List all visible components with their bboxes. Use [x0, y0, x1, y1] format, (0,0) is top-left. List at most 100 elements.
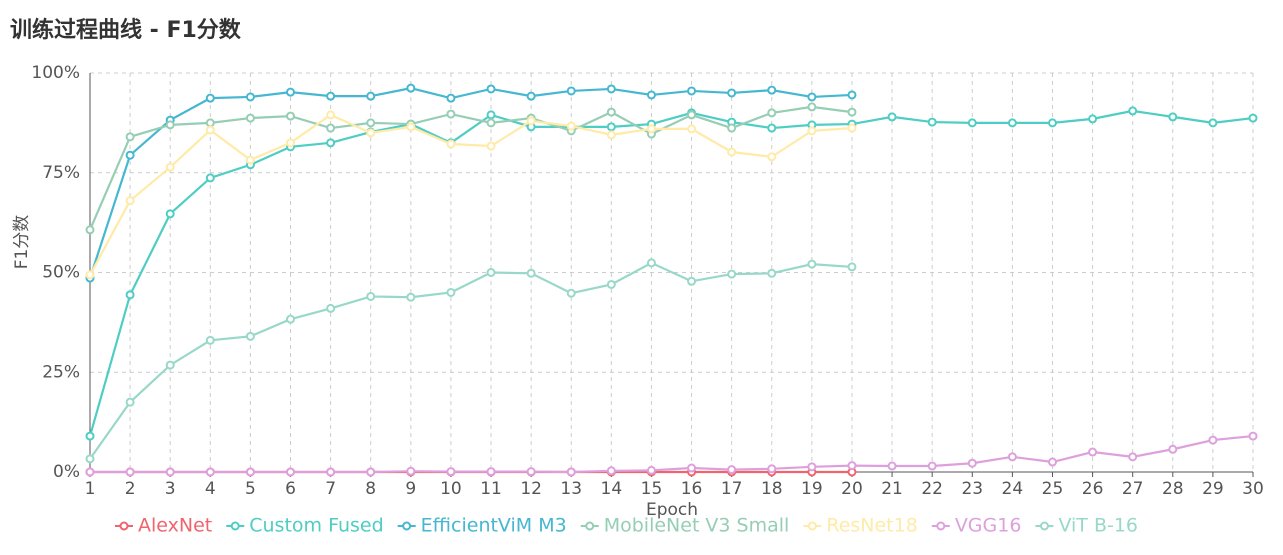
data-point: [807, 259, 817, 269]
x-tick-label: 9: [405, 479, 416, 499]
data-point: [205, 467, 215, 477]
data-point: [646, 90, 656, 100]
data-point: [967, 118, 977, 128]
x-tick-label: 28: [1162, 479, 1184, 499]
data-point: [887, 112, 897, 122]
data-point: [366, 467, 376, 477]
x-tick-label: 3: [165, 479, 176, 499]
data-point: [767, 85, 777, 95]
y-tick-label: 100%: [31, 63, 80, 83]
legend-label: AlexNet: [138, 515, 212, 537]
data-point: [85, 431, 95, 441]
data-point: [727, 123, 737, 133]
data-point: [245, 92, 255, 102]
data-point: [326, 110, 336, 120]
data-point: [165, 162, 175, 172]
data-point: [927, 117, 937, 127]
data-point: [847, 107, 857, 117]
x-tick-label: 16: [681, 479, 703, 499]
x-tick-label: 30: [1242, 479, 1264, 499]
data-point: [446, 467, 456, 477]
y-tick-label: 50%: [42, 263, 80, 283]
x-axis-label: Epoch: [646, 500, 698, 520]
legend-item: AlexNet: [115, 515, 212, 537]
data-point: [687, 463, 697, 473]
data-point: [486, 110, 496, 120]
data-point: [1168, 112, 1178, 122]
y-tick-label: 0%: [53, 462, 80, 482]
data-point: [1168, 444, 1178, 454]
x-tick-label: 17: [721, 479, 743, 499]
data-point: [807, 92, 817, 102]
data-point: [486, 467, 496, 477]
data-point: [205, 173, 215, 183]
legend-label: ResNet18: [826, 515, 917, 537]
y-tick-label: 25%: [42, 362, 80, 382]
data-point: [165, 467, 175, 477]
data-point: [326, 123, 336, 133]
legend-label: Custom Fused: [249, 515, 383, 537]
data-point: [326, 303, 336, 313]
series-line: [89, 261, 853, 460]
data-point: [566, 288, 576, 298]
data-point: [326, 467, 336, 477]
data-point: [326, 91, 336, 101]
chart-title: 训练过程曲线 - F1分数: [10, 17, 242, 43]
series-line: [90, 434, 1254, 474]
series-line: [88, 109, 1254, 437]
data-point: [165, 120, 175, 130]
data-point: [85, 454, 95, 464]
data-point: [606, 122, 616, 132]
data-point: [606, 466, 616, 476]
data-point: [165, 360, 175, 370]
x-tick-label: 11: [480, 479, 502, 499]
data-point: [927, 461, 937, 471]
data-point: [406, 122, 416, 132]
x-tick-label: 10: [440, 479, 462, 499]
data-point: [646, 124, 656, 134]
data-point: [286, 467, 296, 477]
data-point: [446, 287, 456, 297]
data-point: [646, 258, 656, 268]
data-point: [286, 111, 296, 121]
data-point: [526, 467, 536, 477]
data-point: [205, 335, 215, 345]
data-point: [566, 467, 576, 477]
data-point: [85, 270, 95, 280]
series-line: [88, 105, 853, 231]
x-tick-label: 2: [125, 479, 136, 499]
data-point: [767, 268, 777, 278]
data-point: [847, 90, 857, 100]
data-point: [406, 292, 416, 302]
data-point: [1088, 114, 1098, 124]
x-tick-label: 19: [801, 479, 823, 499]
data-point: [366, 128, 376, 138]
data-point: [486, 268, 496, 277]
x-tick-label: 5: [245, 479, 256, 499]
data-point: [526, 116, 536, 126]
series-line: [88, 87, 853, 279]
legend-marker: [402, 521, 412, 531]
legend-marker: [1039, 521, 1049, 531]
data-point: [606, 130, 616, 140]
data-point: [125, 132, 135, 142]
data-point: [847, 123, 857, 133]
data-point: [526, 268, 536, 278]
legend-marker: [119, 521, 129, 531]
data-point: [366, 91, 376, 101]
data-point: [727, 147, 737, 157]
data-point: [1208, 118, 1218, 128]
data-point: [125, 290, 135, 300]
legend-item: VGG16: [931, 515, 1021, 537]
x-tick-label: 8: [365, 479, 376, 499]
data-point: [1047, 457, 1057, 467]
data-point: [727, 465, 737, 475]
x-tick-label: 23: [961, 479, 983, 499]
data-point: [847, 262, 857, 272]
data-point: [767, 152, 777, 162]
x-tick-label: 29: [1202, 479, 1224, 499]
data-point: [245, 467, 255, 477]
data-point: [727, 269, 737, 279]
x-tick-label: 18: [761, 479, 783, 499]
